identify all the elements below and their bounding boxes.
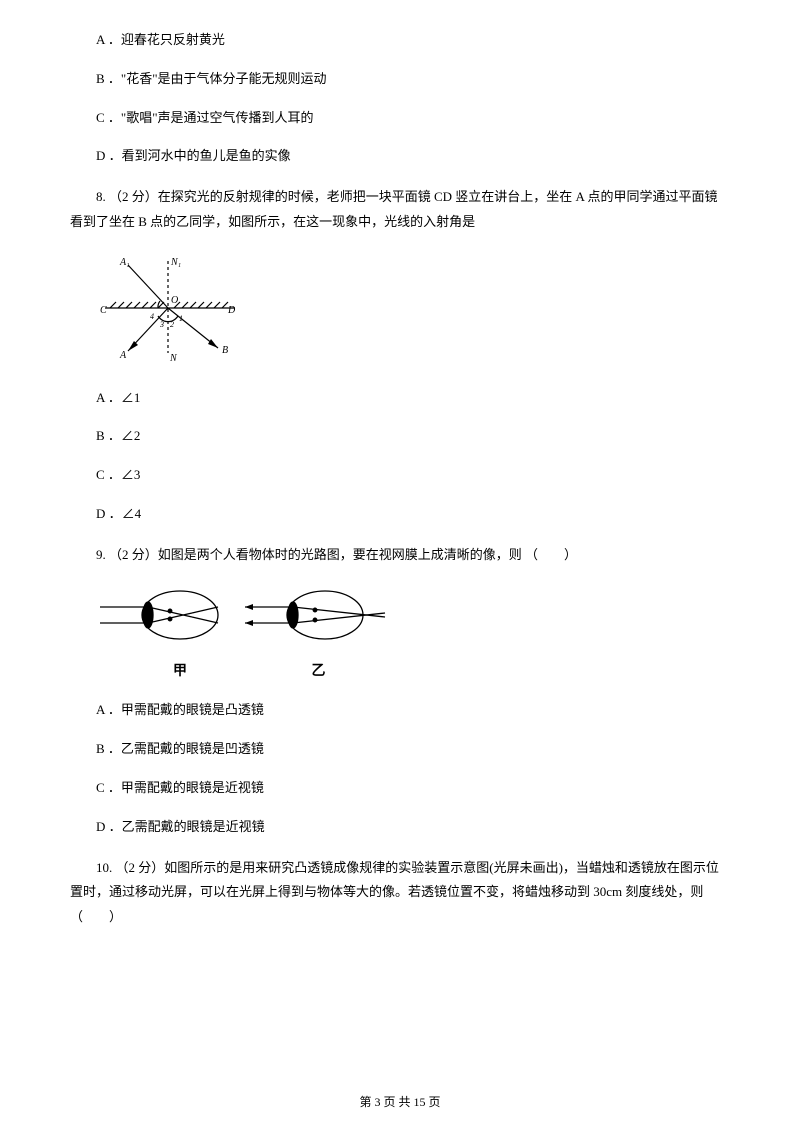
q9-labels: 甲 乙: [100, 660, 730, 680]
label-c: C: [100, 305, 107, 316]
q9-option-d: D ．乙需配戴的眼镜是近视镜: [70, 817, 730, 838]
label-b: B: [222, 345, 228, 356]
label-n1: N₁: [170, 257, 181, 268]
q9-diagram: [100, 585, 730, 655]
q7-option-a: A ．迎春花只反射黄光: [70, 30, 730, 51]
label-angle4: 4: [150, 312, 154, 321]
q10-stem: 10. （2 分）如图所示的是用来研究凸透镜成像规律的实验装置示意图(光屏未画出…: [70, 856, 730, 930]
label-angle3: 3: [159, 320, 164, 329]
q8-option-a: A ．∠1: [70, 388, 730, 409]
q8-option-d: D ．∠4: [70, 504, 730, 525]
label-a: A: [119, 350, 127, 361]
q8-option-c: C ．∠3: [70, 465, 730, 486]
label-yi: 乙: [279, 660, 359, 680]
q7-option-b: B ．"花香"是由于气体分子能无规则运动: [70, 69, 730, 90]
label-angle1: 1: [179, 314, 183, 323]
q7-option-c: C ．"歌唱"声是通过空气传播到人耳的: [70, 108, 730, 129]
q9-option-a: A ．甲需配戴的眼镜是凸透镜: [70, 700, 730, 721]
page-footer: 第 3 页 共 15 页: [0, 1093, 800, 1110]
label-d: D: [227, 305, 236, 316]
label-jia: 甲: [140, 660, 220, 680]
q7-option-d: D ．看到河水中的鱼儿是鱼的实像: [70, 146, 730, 167]
q9-stem: 9. （2 分）如图是两个人看物体时的光路图，要在视网膜上成清晰的像，则 （ ）: [70, 543, 730, 568]
q8-diagram: A₁ N₁ C D O A B N 1 2 3 4: [100, 253, 730, 368]
q8-stem: 8. （2 分）在探究光的反射规律的时候，老师把一块平面镜 CD 竖立在讲台上，…: [70, 185, 730, 234]
label-o: O: [171, 295, 178, 306]
q9-option-b: B ．乙需配戴的眼镜是凹透镜: [70, 739, 730, 760]
q8-option-b: B ．∠2: [70, 426, 730, 447]
label-angle2: 2: [170, 320, 174, 329]
q9-option-c: C ．甲需配戴的眼镜是近视镜: [70, 778, 730, 799]
label-a1: A₁: [119, 257, 130, 268]
label-n: N: [169, 353, 178, 363]
